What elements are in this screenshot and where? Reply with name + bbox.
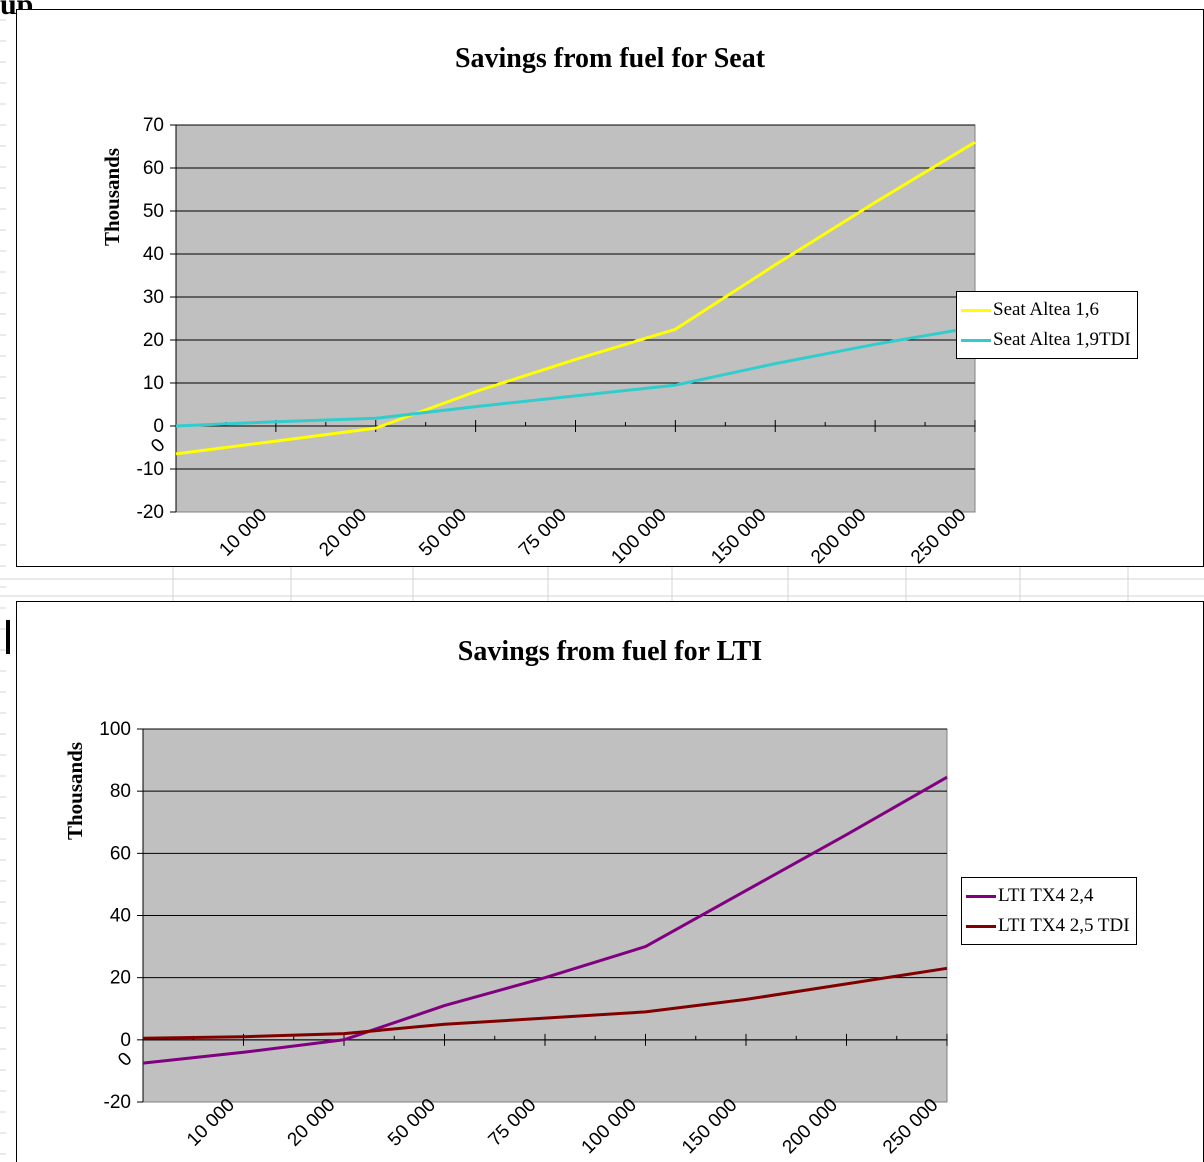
y-tick-label: 100 [99,719,131,740]
y-tick-label: -20 [137,502,164,523]
y-tick-label: 10 [143,373,164,394]
x-tick-label: 10 000 [215,505,271,561]
x-tick-label: 20 000 [284,1095,340,1151]
y-tick-label: -20 [104,1092,131,1113]
x-tick-label: 200 000 [779,1095,842,1158]
legend-swatch [961,339,991,342]
x-tick-label: 20 000 [315,505,371,561]
x-tick-label: 75 000 [485,1095,541,1151]
x-tick-label: 250 000 [879,1095,942,1158]
legend-swatch [966,895,996,898]
y-tick-label: 40 [110,906,131,927]
x-tick-label: 150 000 [678,1095,741,1158]
legend-label: LTI TX4 2,4 [998,885,1094,907]
legend-swatch [966,925,996,928]
y-tick-label: -10 [137,459,164,480]
plot-area [176,125,975,512]
legend: Seat Altea 1,6 Seat Altea 1,9TDI [956,291,1138,359]
y-tick-label: 20 [143,330,164,351]
x-tick-label: 50 000 [415,505,471,561]
legend-label: Seat Altea 1,6 [993,299,1099,321]
x-tick-label: 100 000 [578,1095,641,1158]
x-tick-label: 150 000 [707,505,770,566]
stray-cursor-mark [6,620,10,654]
x-tick-label: 0 [147,435,169,457]
seat-chart[interactable]: Savings from fuel for Seat Thousands -20… [16,9,1204,567]
x-tick-label: 0 [114,1049,136,1071]
legend-item: Seat Altea 1,9TDI [961,325,1131,355]
legend-item: Seat Altea 1,6 [961,295,1131,325]
legend-label: LTI TX4 2,5 TDI [998,915,1130,937]
x-tick-label: 250 000 [907,505,970,566]
legend-label: Seat Altea 1,9TDI [993,329,1131,351]
legend-item: LTI TX4 2,5 TDI [966,911,1130,941]
x-tick-label: 100 000 [607,505,670,566]
y-tick-label: 0 [120,1030,131,1051]
y-tick-label: 70 [143,115,164,136]
y-tick-label: 0 [153,416,164,437]
y-tick-label: 30 [143,287,164,308]
x-tick-label: 50 000 [384,1095,440,1151]
legend: LTI TX4 2,4 LTI TX4 2,5 TDI [961,877,1137,945]
y-tick-label: 60 [143,158,164,179]
legend-swatch [961,309,991,312]
y-tick-label: 40 [143,244,164,265]
legend-item: LTI TX4 2,4 [966,881,1130,911]
x-tick-label: 10 000 [183,1095,239,1151]
y-tick-label: 50 [143,201,164,222]
y-tick-label: 20 [110,968,131,989]
y-tick-label: 60 [110,843,131,864]
y-tick-label: 80 [110,781,131,802]
x-tick-label: 75 000 [515,505,571,561]
x-tick-label: 200 000 [807,505,870,566]
